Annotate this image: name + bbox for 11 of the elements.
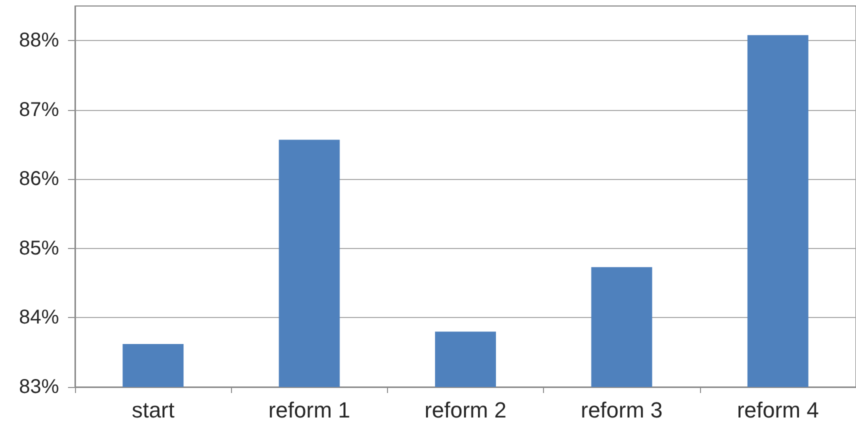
y-tick-label: 84% (18, 306, 60, 329)
x-tick-label: reform 4 (736, 398, 819, 422)
y-tick-label: 88% (18, 30, 60, 52)
x-tick-label: reform 3 (580, 398, 663, 422)
y-tick-label: 87% (18, 98, 60, 121)
x-tick-label: start (132, 398, 174, 422)
y-tick-label: 86% (18, 168, 60, 190)
y-tick-label: 83% (18, 376, 60, 398)
y-tick-label: 85% (18, 237, 60, 260)
x-tick-label: reform 1 (268, 398, 350, 422)
x-tick-label: reform 2 (424, 398, 506, 422)
